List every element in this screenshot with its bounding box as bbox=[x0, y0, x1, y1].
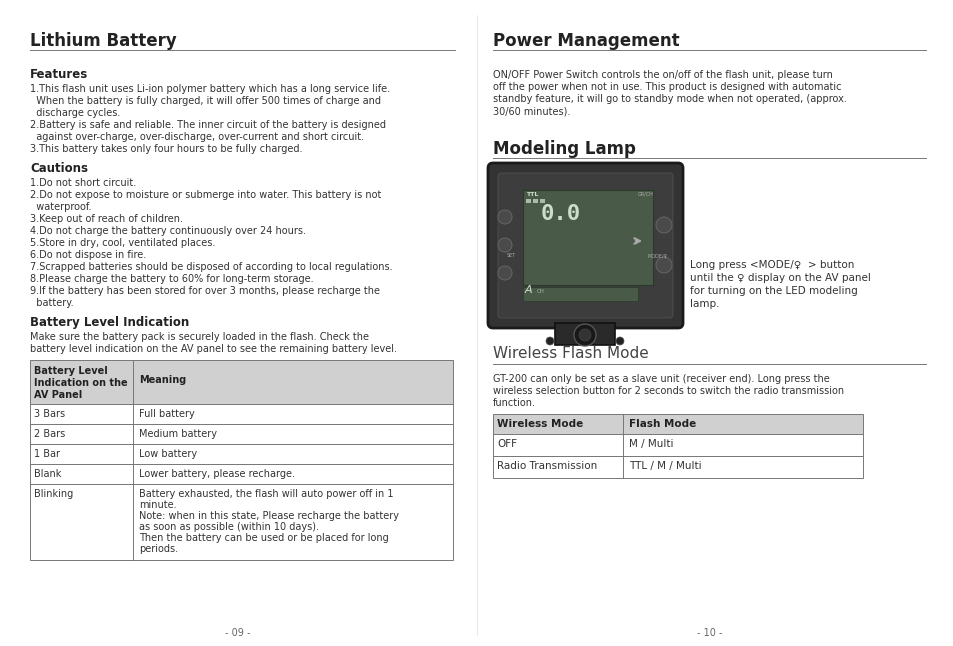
Text: - 09 -: - 09 - bbox=[225, 628, 251, 638]
Text: for turning on the LED modeling: for turning on the LED modeling bbox=[689, 286, 857, 296]
Text: Lower battery, please recharge.: Lower battery, please recharge. bbox=[139, 469, 294, 479]
Text: Meaning: Meaning bbox=[139, 375, 186, 385]
Text: 3 Bars: 3 Bars bbox=[34, 409, 65, 419]
Text: - 10 -: - 10 - bbox=[696, 628, 721, 638]
Circle shape bbox=[497, 266, 512, 280]
Text: 8.Please charge the battery to 60% for long-term storage.: 8.Please charge the battery to 60% for l… bbox=[30, 274, 314, 284]
Text: Flash Mode: Flash Mode bbox=[628, 419, 696, 429]
Circle shape bbox=[497, 210, 512, 224]
Text: function.: function. bbox=[493, 398, 536, 408]
Text: 9.If the battery has been stored for over 3 months, please recharge the: 9.If the battery has been stored for ove… bbox=[30, 286, 379, 296]
Text: CH: CH bbox=[537, 289, 544, 294]
Text: Battery exhausted, the flash will auto power off in 1: Battery exhausted, the flash will auto p… bbox=[139, 489, 393, 499]
Text: battery level indication on the AV panel to see the remaining battery level.: battery level indication on the AV panel… bbox=[30, 344, 396, 354]
Text: 4.Do not charge the battery continuously over 24 hours.: 4.Do not charge the battery continuously… bbox=[30, 226, 306, 236]
Circle shape bbox=[574, 324, 596, 346]
Text: Radio Transmission: Radio Transmission bbox=[497, 461, 597, 471]
Text: Blank: Blank bbox=[34, 469, 61, 479]
Text: Features: Features bbox=[30, 68, 89, 81]
Text: Power Management: Power Management bbox=[493, 32, 679, 50]
Bar bbox=[533, 199, 537, 203]
Text: 2.Battery is safe and reliable. The inner circuit of the battery is designed: 2.Battery is safe and reliable. The inne… bbox=[30, 120, 386, 130]
Text: 7.Scrapped batteries should be disposed of according to local regulations.: 7.Scrapped batteries should be disposed … bbox=[30, 262, 393, 272]
FancyBboxPatch shape bbox=[497, 173, 672, 318]
Text: When the battery is fully charged, it will offer 500 times of charge and: When the battery is fully charged, it wi… bbox=[30, 96, 380, 106]
Text: Cautions: Cautions bbox=[30, 162, 88, 175]
Text: Lithium Battery: Lithium Battery bbox=[30, 32, 176, 50]
Bar bbox=[30, 464, 453, 484]
Bar bbox=[30, 444, 453, 464]
Text: 1 Bar: 1 Bar bbox=[34, 449, 60, 459]
Bar bbox=[30, 424, 453, 444]
Circle shape bbox=[656, 217, 671, 233]
Bar bbox=[30, 404, 453, 424]
Text: 1.Do not short circuit.: 1.Do not short circuit. bbox=[30, 178, 136, 188]
Text: ON/OFF Power Switch controls the on/off of the flash unit, please turn: ON/OFF Power Switch controls the on/off … bbox=[493, 70, 832, 80]
Text: off the power when not in use. This product is designed with automatic: off the power when not in use. This prod… bbox=[493, 82, 841, 92]
Text: Medium battery: Medium battery bbox=[139, 429, 216, 439]
Text: SET: SET bbox=[506, 253, 516, 258]
Text: Wireless Mode: Wireless Mode bbox=[497, 419, 582, 429]
Text: waterproof.: waterproof. bbox=[30, 202, 91, 212]
Text: Battery Level: Battery Level bbox=[34, 366, 108, 376]
Text: wireless selection button for 2 seconds to switch the radio transmission: wireless selection button for 2 seconds … bbox=[493, 386, 843, 396]
Text: AV Panel: AV Panel bbox=[34, 390, 82, 400]
Text: GT-200 can only be set as a slave unit (receiver end). Long press the: GT-200 can only be set as a slave unit (… bbox=[493, 374, 829, 384]
Text: OFF: OFF bbox=[497, 439, 517, 449]
Text: battery.: battery. bbox=[30, 298, 73, 308]
Bar bbox=[522, 190, 652, 285]
Text: GR/CH: GR/CH bbox=[638, 192, 653, 197]
Text: 1.This flash unit uses Li-ion polymer battery which has a long service life.: 1.This flash unit uses Li-ion polymer ba… bbox=[30, 84, 390, 94]
Bar bbox=[525, 199, 531, 203]
Text: as soon as possible (within 10 days).: as soon as possible (within 10 days). bbox=[139, 522, 318, 532]
Bar bbox=[522, 287, 638, 301]
Text: MODE/♀: MODE/♀ bbox=[647, 253, 667, 258]
Text: 2 Bars: 2 Bars bbox=[34, 429, 65, 439]
Text: 6.Do not dispose in fire.: 6.Do not dispose in fire. bbox=[30, 250, 146, 260]
Text: TTL / M / Multi: TTL / M / Multi bbox=[628, 461, 700, 471]
Text: 0.0: 0.0 bbox=[540, 204, 580, 224]
Bar bbox=[539, 199, 544, 203]
Text: Battery Level Indication: Battery Level Indication bbox=[30, 316, 189, 329]
Text: against over-charge, over-discharge, over-current and short circuit.: against over-charge, over-discharge, ove… bbox=[30, 132, 364, 142]
Bar bbox=[493, 434, 862, 456]
Circle shape bbox=[578, 329, 590, 341]
Bar bbox=[493, 414, 862, 434]
Text: A: A bbox=[524, 285, 532, 295]
Bar bbox=[30, 360, 453, 404]
Text: Blinking: Blinking bbox=[34, 489, 73, 499]
Text: 5.Store in dry, cool, ventilated places.: 5.Store in dry, cool, ventilated places. bbox=[30, 238, 215, 248]
Bar bbox=[30, 484, 453, 560]
Text: Low battery: Low battery bbox=[139, 449, 197, 459]
Text: M / Multi: M / Multi bbox=[628, 439, 673, 449]
Text: minute.: minute. bbox=[139, 500, 176, 510]
Text: lamp.: lamp. bbox=[689, 299, 719, 309]
Text: periods.: periods. bbox=[139, 544, 178, 554]
Text: Full battery: Full battery bbox=[139, 409, 194, 419]
Text: Long press <MODE/♀  > button: Long press <MODE/♀ > button bbox=[689, 260, 854, 270]
FancyBboxPatch shape bbox=[488, 163, 682, 328]
Text: 3.Keep out of reach of children.: 3.Keep out of reach of children. bbox=[30, 214, 183, 224]
Text: until the ♀ display on the AV panel: until the ♀ display on the AV panel bbox=[689, 273, 870, 283]
Circle shape bbox=[545, 337, 554, 345]
Circle shape bbox=[616, 337, 623, 345]
Text: Make sure the battery pack is securely loaded in the flash. Check the: Make sure the battery pack is securely l… bbox=[30, 332, 369, 342]
Text: Modeling Lamp: Modeling Lamp bbox=[493, 140, 636, 158]
Circle shape bbox=[656, 257, 671, 273]
Text: discharge cycles.: discharge cycles. bbox=[30, 108, 120, 118]
Text: 3.This battery takes only four hours to be fully charged.: 3.This battery takes only four hours to … bbox=[30, 144, 302, 154]
Text: 30/60 minutes).: 30/60 minutes). bbox=[493, 106, 570, 116]
Bar bbox=[555, 323, 615, 345]
Text: Indication on the: Indication on the bbox=[34, 378, 128, 388]
Text: Wireless Flash Mode: Wireless Flash Mode bbox=[493, 346, 648, 361]
Text: standby feature, it will go to standby mode when not operated, (approx.: standby feature, it will go to standby m… bbox=[493, 94, 846, 104]
Text: TTL: TTL bbox=[525, 192, 537, 197]
Bar bbox=[493, 456, 862, 478]
Text: 2.Do not expose to moisture or submerge into water. This battery is not: 2.Do not expose to moisture or submerge … bbox=[30, 190, 381, 200]
Text: Then the battery can be used or be placed for long: Then the battery can be used or be place… bbox=[139, 533, 388, 543]
Text: Note: when in this state, Please recharge the battery: Note: when in this state, Please recharg… bbox=[139, 511, 398, 521]
Circle shape bbox=[497, 238, 512, 252]
